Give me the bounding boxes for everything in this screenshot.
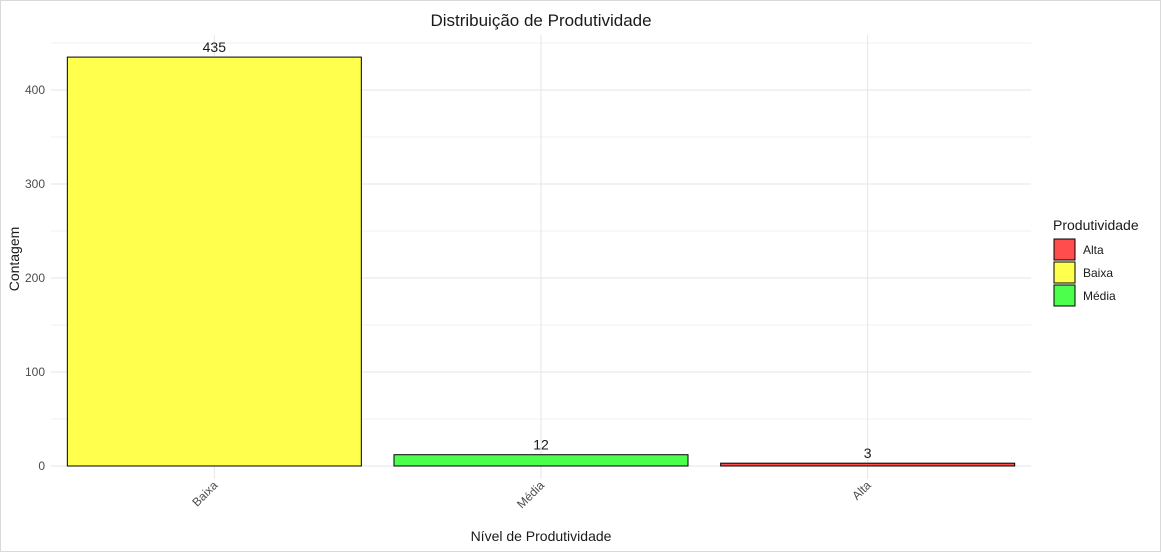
bars-layer <box>66 56 1016 467</box>
legend-title: Produtividade <box>1053 217 1139 233</box>
x-axis-title: Nível de Produtividade <box>471 528 612 544</box>
x-tick-label: Média <box>514 478 547 511</box>
bar-baixa <box>66 56 362 467</box>
legend-label: Alta <box>1083 243 1104 257</box>
y-tick-label: 400 <box>25 83 45 97</box>
legend-label: Baixa <box>1083 266 1113 280</box>
bar-média <box>393 454 689 467</box>
data-labels-layer: 435 12 3 <box>203 39 872 461</box>
x-tick-label: Alta <box>849 478 874 503</box>
legend-entries: Alta Baixa Média <box>1053 238 1116 307</box>
data-label-média: 12 <box>533 437 549 453</box>
x-axis-ticks: Baixa Média Alta <box>189 478 874 511</box>
y-axis-ticks: 0 100 200 300 400 <box>25 83 45 473</box>
y-tick-label: 0 <box>38 459 45 473</box>
legend-key-média <box>1053 284 1076 307</box>
chart-title: Distribuição de Produtividade <box>430 11 651 30</box>
y-axis-title: Contagem <box>6 227 22 292</box>
legend: Produtividade Alta Baixa Média <box>1053 217 1139 307</box>
x-tick-label: Baixa <box>189 478 220 509</box>
legend-key-baixa <box>1053 261 1076 284</box>
y-tick-label: 200 <box>25 271 45 285</box>
legend-key-alta <box>1053 238 1076 261</box>
legend-label: Média <box>1083 289 1116 303</box>
data-label-baixa: 435 <box>203 39 227 55</box>
y-tick-label: 300 <box>25 177 45 191</box>
bar-alta <box>720 462 1016 467</box>
data-label-alta: 3 <box>864 445 872 461</box>
y-tick-label: 100 <box>25 365 45 379</box>
